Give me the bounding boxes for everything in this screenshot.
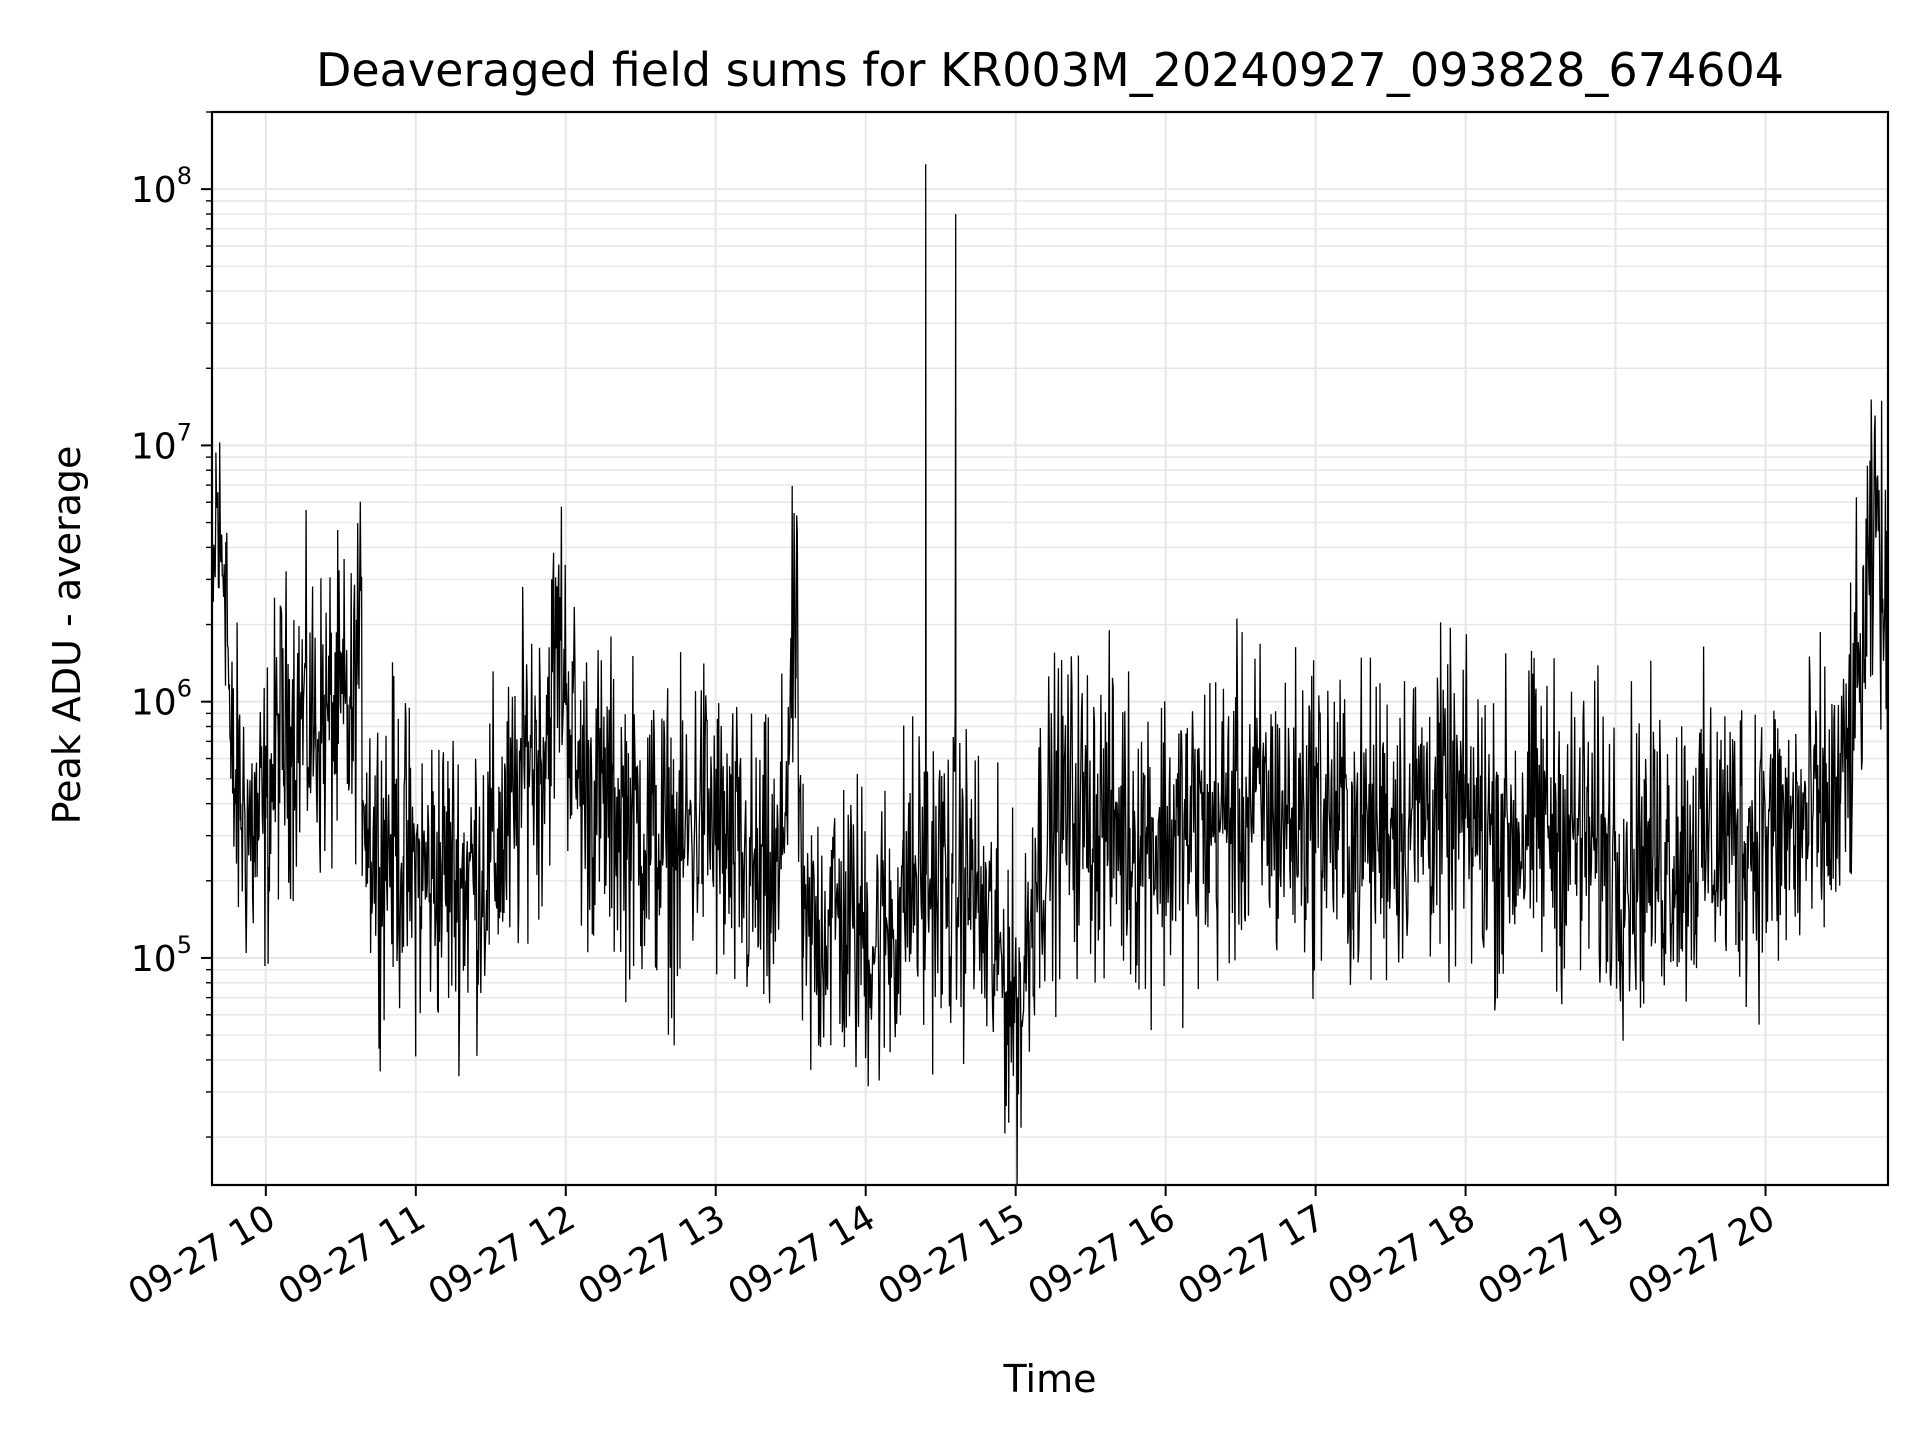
series-line (212, 164, 1888, 1185)
chart-title: Deaveraged field sums for KR003M_2024092… (316, 43, 1784, 97)
y-tick-label: 108 (131, 162, 192, 211)
series-layer (212, 164, 1888, 1185)
x-axis-label: Time (1003, 1357, 1097, 1401)
plot-frame (210, 110, 1890, 1187)
y-tick-label: 105 (131, 931, 192, 980)
y-tick-label: 106 (131, 675, 192, 724)
y-tick-label: 107 (131, 418, 192, 467)
y-axis-label: Peak ADU - average (45, 446, 89, 825)
y-axis: 105 106 107 108 (131, 111, 212, 1138)
